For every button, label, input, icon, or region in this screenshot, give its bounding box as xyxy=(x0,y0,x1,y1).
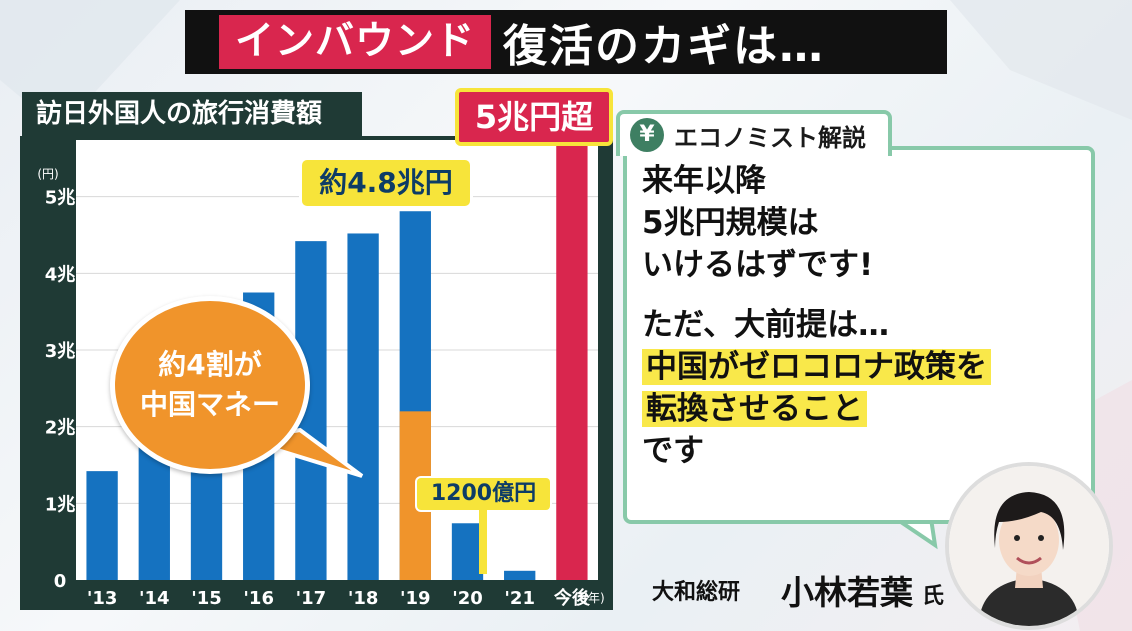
speaker-suffix: 氏 xyxy=(922,584,945,609)
person-portrait-icon xyxy=(949,466,1109,626)
x-tick-label: '20 xyxy=(452,588,483,609)
economist-text: 来年以降 5兆円規模は いけるはずです! ただ、大前提は… 中国がゼロコロナ政策… xyxy=(642,160,1082,472)
x-tick-label: '17 xyxy=(296,588,327,609)
y-tick-label: 4兆 xyxy=(45,264,76,285)
highlight-line: 転換させること xyxy=(642,391,867,427)
speaker-name: 小林若葉 xyxy=(781,573,913,612)
headline-banner: インバウンド 復活のカギは… xyxy=(185,10,947,74)
highlight-line: 中国がゼロコロナ政策を xyxy=(642,349,991,385)
bubble-line-1: 約4割が xyxy=(158,348,262,381)
comment-line: ただ、大前提は… xyxy=(642,307,890,343)
china-share-bubble: 約4割が 中国マネー xyxy=(110,296,310,474)
headline-tag: インバウンド xyxy=(219,15,492,69)
comment-line: 来年以降 xyxy=(642,163,766,199)
y-unit-label: (円) xyxy=(37,167,58,181)
x-tick-label: '19 xyxy=(400,588,431,609)
x-tick-label: '15 xyxy=(191,588,222,609)
comment-line: です xyxy=(642,433,704,469)
x-tick-label: '14 xyxy=(139,588,170,609)
x-tick-label: '21 xyxy=(504,588,535,609)
y-tick-label: 2兆 xyxy=(45,418,76,439)
x-unit-label: (年) xyxy=(583,591,604,605)
bubble-line-2: 中国マネー xyxy=(139,388,280,421)
comment-line: いけるはずです! xyxy=(642,247,874,283)
bar xyxy=(504,570,536,580)
y-tick-label: 0 xyxy=(54,571,67,592)
economist-comment-box xyxy=(623,146,1095,524)
chart-title: 訪日外国人の旅行消費額 xyxy=(22,92,362,136)
bar xyxy=(347,233,379,580)
x-tick-label: '18 xyxy=(348,588,379,609)
yen-icon: ¥ xyxy=(630,118,664,152)
bar xyxy=(451,523,484,580)
x-tick-label: 今後 xyxy=(554,587,591,609)
bar xyxy=(86,471,118,580)
y-tick-label: 5兆 xyxy=(45,188,76,209)
callout-2019: 約4.8兆円 xyxy=(302,160,470,206)
callout-2021-stem xyxy=(479,510,487,574)
y-tick-label: 1兆 xyxy=(45,494,76,515)
x-tick-label: '13 xyxy=(87,588,118,609)
future-callout: 5兆円超 xyxy=(455,88,613,146)
callout-2021: 1200億円 xyxy=(417,478,550,510)
y-tick-label: 3兆 xyxy=(45,341,76,362)
economist-tab: ¥ エコノミスト解説 xyxy=(616,110,892,156)
speaker-org: 大和総研 xyxy=(652,580,741,605)
bar xyxy=(556,140,588,580)
comment-line: 5兆円規模は xyxy=(642,205,819,241)
economist-label: エコノミスト解説 xyxy=(674,123,866,152)
headline-text: 復活のカギは… xyxy=(503,21,826,72)
avatar xyxy=(945,462,1113,630)
x-tick-label: '16 xyxy=(243,588,274,609)
